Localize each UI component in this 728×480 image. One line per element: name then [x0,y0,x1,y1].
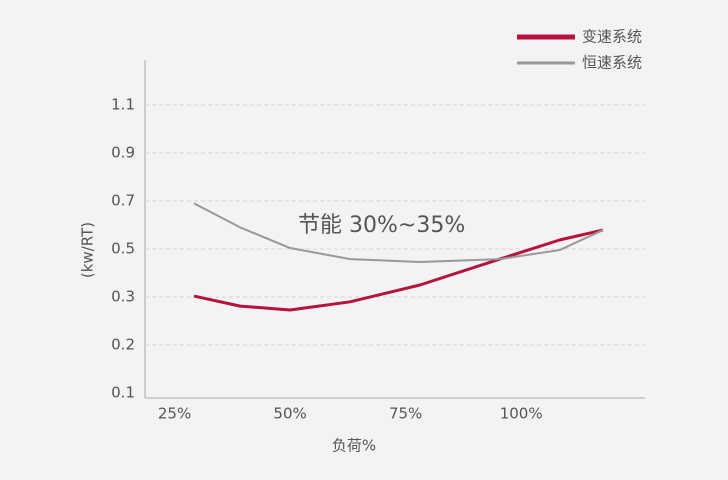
annotation: 节能 30%~35% [298,213,465,238]
y-tick-label: 0.1 [111,384,135,402]
y-tick-label: 0.3 [111,288,135,306]
y-tick-label: 0.9 [111,144,135,162]
y-axis-label: (kw/RT) [79,222,97,278]
legend-label: 变速系统 [582,28,642,46]
x-axis-label: 负荷% [332,437,376,455]
x-tick-label: 100% [500,405,543,423]
y-tick-label: 0.2 [111,336,135,354]
y-tick-label: 1.1 [111,96,135,114]
y-tick-label: 0.7 [111,192,135,210]
x-tick-label: 75% [389,405,422,423]
line-series [193,202,604,263]
legend-label: 恒速系统 [582,54,642,72]
x-tick-label: 50% [273,405,306,423]
line-series [193,228,604,312]
y-tick-label: 0.5 [111,240,135,258]
x-tick-label: 25% [158,405,191,423]
